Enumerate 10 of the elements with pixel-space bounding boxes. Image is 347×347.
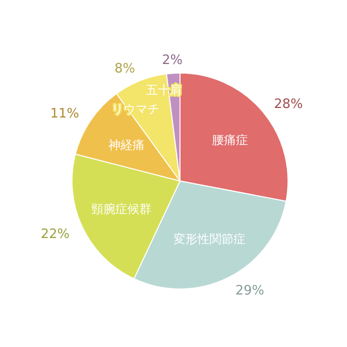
data-label: 22% — [40, 226, 70, 242]
data-label: 8% — [114, 62, 136, 77]
data-label: 2% — [162, 53, 183, 68]
data-label: 29% — [235, 284, 264, 299]
data-label: 28% — [274, 97, 303, 112]
data-label: 11% — [50, 106, 80, 122]
slice-label: 神経痛 — [108, 138, 144, 152]
slice-label: 腰痛症 — [212, 133, 248, 148]
slice-label: 変形性関節症 — [173, 232, 246, 246]
slice-label: 頸腕症候群 — [91, 202, 152, 216]
